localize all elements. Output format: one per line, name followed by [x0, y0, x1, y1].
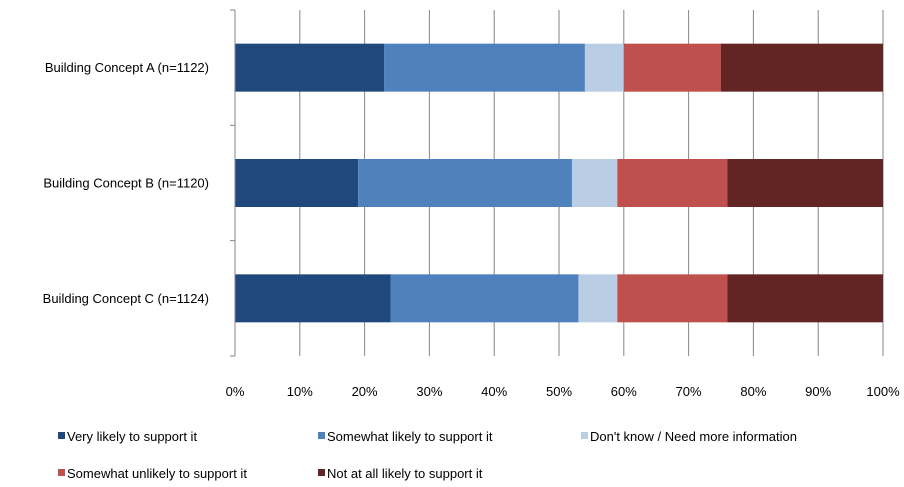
legend: Very likely to support it Somewhat likely…: [58, 429, 797, 481]
bar-segment: [721, 43, 883, 92]
legend-label: Very likely to support it: [67, 429, 197, 444]
x-tick-label: 30%: [416, 384, 442, 399]
legend-swatch: [318, 432, 325, 439]
x-tick-label: 80%: [740, 384, 766, 399]
bar-segment: [571, 159, 618, 207]
x-tick-label: 50%: [546, 384, 572, 399]
x-tick-label: 20%: [352, 384, 378, 399]
bar-segment: [235, 159, 359, 207]
x-tick-label: 10%: [287, 384, 313, 399]
bar-segment: [358, 159, 572, 207]
bar-segment: [235, 274, 391, 323]
axes: [230, 9, 236, 357]
legend-label: Somewhat unlikely to support it: [67, 466, 247, 481]
legend-label: Don't know / Need more information: [590, 429, 797, 444]
legend-swatch: [581, 432, 588, 439]
category-label: Building Concept B (n=1120): [43, 176, 209, 191]
x-tick-label: 60%: [611, 384, 637, 399]
legend-label: Not at all likely to support it: [327, 466, 483, 481]
bar-segment: [727, 274, 883, 323]
x-tick-label: 0%: [226, 384, 245, 399]
bar-segment: [617, 274, 728, 323]
bar-segment: [384, 43, 585, 92]
bar-segment: [584, 43, 624, 92]
x-tick-label: 100%: [866, 384, 900, 399]
x-tick-label: 40%: [481, 384, 507, 399]
bar-segment: [235, 43, 385, 92]
category-labels: Building Concept A (n=1122) Building Conc…: [43, 60, 209, 306]
category-label: Building Concept C (n=1124): [43, 291, 209, 306]
bar-segment: [578, 274, 618, 323]
x-tick-labels: 0% 10% 20% 30% 40% 50% 60% 70% 80% 90% 100%: [226, 384, 900, 399]
bar-segment: [727, 159, 883, 207]
legend-swatch: [318, 469, 325, 476]
legend-label: Somewhat likely to support it: [327, 429, 493, 444]
x-tick-label: 70%: [676, 384, 702, 399]
x-tick-label: 90%: [805, 384, 831, 399]
legend-swatch: [58, 432, 65, 439]
bar-segment: [617, 159, 728, 207]
bar-segment: [390, 274, 579, 323]
category-label: Building Concept A (n=1122): [45, 60, 209, 75]
bar-segment: [623, 43, 721, 92]
legend-swatch: [58, 469, 65, 476]
bars: [235, 43, 883, 323]
